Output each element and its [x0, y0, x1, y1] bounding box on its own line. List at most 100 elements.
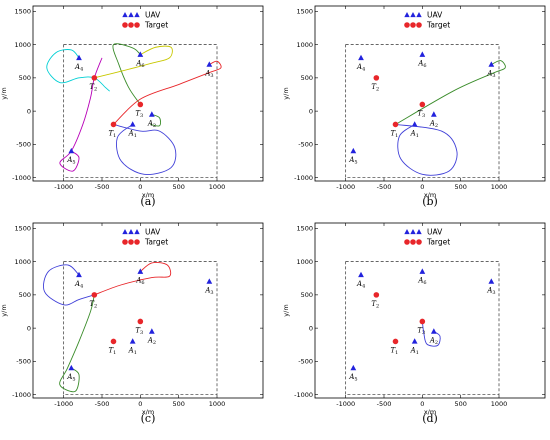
mission-boundary: [345, 261, 500, 396]
legend-target-marker: [128, 22, 134, 28]
target-label-main: T: [371, 300, 377, 308]
target-label-main: T: [109, 129, 115, 137]
target-label-sub: 3: [422, 330, 425, 336]
uav-label-main: A: [128, 346, 134, 354]
target-label-main: T: [371, 83, 377, 91]
x-tick-label: 0: [138, 183, 142, 191]
uav-marker: [148, 328, 155, 334]
target-marker: [137, 101, 144, 108]
target-label-main: T: [89, 83, 95, 91]
x-tick-label: -500: [377, 400, 392, 408]
target-label-main: T: [109, 346, 115, 354]
target-marker: [373, 292, 380, 298]
target-marker: [91, 75, 98, 81]
uav-marker: [488, 61, 495, 67]
target-label-sub: 1: [395, 350, 398, 356]
x-tick-label: 500: [454, 400, 466, 408]
y-axis-label: y/m: [282, 87, 290, 99]
uav-label-sub: 5: [354, 377, 357, 383]
uav-label-main: A: [74, 280, 80, 288]
legend-uav-marker: [404, 12, 410, 18]
y-tick-label: 1500: [14, 225, 31, 233]
panel-d: -1000 -500 0 500 1000 -1000 -500 0 500 1000 1500 x/…: [282, 222, 546, 425]
trajectory-2: [59, 294, 95, 393]
target-label: T3: [135, 326, 143, 336]
uav-marker: [129, 121, 136, 127]
y-tick-label: 1500: [296, 225, 313, 233]
target-marker: [392, 121, 399, 128]
y-tick-label: -500: [298, 358, 313, 366]
y-axis-label: y/m: [282, 304, 290, 316]
uav-label-main: A: [486, 287, 492, 295]
uav-label-sub: 4: [362, 283, 365, 289]
uav-label-sub: 2: [435, 123, 438, 129]
trajectory-1: [46, 49, 110, 92]
uav-label-sub: 1: [134, 350, 137, 356]
uav-label-main: A: [410, 346, 416, 354]
uav-label-sub: 2: [153, 123, 156, 129]
uav-label: A2: [147, 119, 156, 129]
y-tick-label: 0: [27, 324, 31, 332]
uav-label-main: A: [417, 60, 423, 68]
panel-c: -1000 -500 0 500 1000 -1000 -500 0 500 1000 1500 x/…: [0, 222, 264, 425]
uav-label: A3: [204, 70, 213, 80]
legend-target-label: Target: [144, 21, 168, 30]
uav-label-sub: 5: [354, 160, 357, 166]
trajectory-4: [94, 45, 173, 79]
y-tick-label: -1000: [12, 174, 31, 182]
y-tick-label: 1000: [14, 258, 31, 266]
uav-label-main: A: [410, 129, 416, 137]
uav-label-sub: 3: [492, 290, 495, 296]
target-marker: [137, 318, 144, 325]
uav-marker: [411, 121, 418, 127]
uav-marker: [68, 147, 75, 154]
uav-label: A1: [410, 346, 419, 356]
y-tick-label: -500: [298, 141, 313, 149]
legend-uav-label: UAV: [145, 228, 161, 237]
panel-b: -1000 -500 0 500 1000 -1000 -500 0 500 1000 1500 x/…: [282, 5, 546, 208]
x-axis-label: x/m: [424, 408, 436, 416]
legend-uav-marker: [134, 12, 140, 18]
uav-marker: [488, 278, 495, 284]
uav-label: A4: [356, 280, 365, 290]
target-label-main: T: [89, 300, 95, 308]
target-label: T2: [371, 300, 379, 310]
uav-label: A3: [204, 287, 213, 297]
legend-target-label: Target: [426, 21, 450, 30]
uav-label-main: A: [348, 156, 354, 164]
mission-boundary: [345, 44, 500, 179]
target-label-main: T: [135, 326, 141, 334]
mission-boundary: [63, 44, 218, 179]
target-label-sub: 2: [94, 86, 97, 92]
uav-marker: [430, 328, 437, 334]
y-tick-label: 1000: [14, 41, 31, 49]
uav-label: A4: [356, 63, 365, 73]
uav-label-main: A: [356, 63, 362, 71]
panel-label: (a): [140, 195, 155, 208]
uav-label-main: A: [66, 373, 72, 381]
uav-label: A5: [348, 373, 357, 383]
target-label-main: T: [391, 346, 397, 354]
uav-label-main: A: [204, 70, 210, 78]
y-tick-label: 0: [27, 107, 31, 115]
uav-label: A5: [348, 156, 357, 166]
uav-marker: [137, 268, 144, 274]
target-label-main: T: [135, 109, 141, 117]
target-marker: [110, 121, 117, 128]
uav-label-main: A: [135, 60, 141, 68]
uav-label: A6: [135, 277, 144, 287]
x-tick-label: 500: [172, 400, 184, 408]
target-label: T1: [391, 346, 399, 356]
uav-marker: [430, 111, 437, 117]
uav-label-sub: 4: [80, 283, 83, 289]
trajectory-2: [395, 123, 458, 176]
uav-label-sub: 3: [492, 73, 495, 79]
y-tick-label: 1500: [296, 8, 313, 16]
y-tick-label: -500: [16, 141, 31, 149]
y-tick-label: 0: [309, 107, 313, 115]
x-tick-label: 0: [420, 400, 424, 408]
target-label: T3: [417, 109, 425, 119]
y-tick-label: 500: [19, 291, 31, 299]
legend-target-label: Target: [426, 238, 450, 247]
